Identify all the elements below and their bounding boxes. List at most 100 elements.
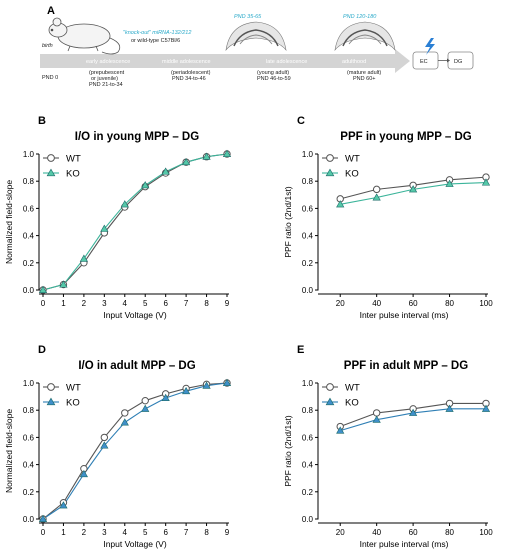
panel-b-xtick-label: 6 [163,299,168,308]
panel-d-xtick-label: 5 [143,528,148,537]
panel-e-series-ko-point [336,426,345,434]
panel-e-y-axis-label: PPF ratio (2nd/1st) [283,415,293,487]
stage-early-desc1: (prepubescent [89,70,125,76]
panel-d-series-ko-point [38,514,48,523]
panel-c-xtick-label: 60 [409,299,418,308]
panel-d-letter: D [38,344,46,356]
panel-e-legend-ko-marker [325,397,335,406]
hippocampus-slice-young-icon [225,21,287,52]
panel-b-letter: B [38,115,46,127]
timeline-arrow [40,49,410,73]
panel-a: A birth PND 0 "knock-out" miRNA-132/212 … [40,5,474,88]
stage-adult-desc1: (mature adult) [347,70,381,76]
panel-d-title: I/O in adult MPP – DG [78,360,195,372]
panel-b-series-ko-point [161,167,170,175]
panel-c-ytick-label: 0.6 [302,204,314,213]
panel-c-y-axis-label: PPF ratio (2nd/1st) [283,186,293,258]
panel-c-xtick-label: 100 [479,299,493,308]
panel-e-ytick-label: 1.0 [302,379,314,388]
panel-c-legend-ko-label: KO [345,169,359,180]
panel-b-series-ko-line [42,153,228,291]
panel-c-series-ko-point [408,185,418,193]
panel-e-letter: E [297,344,304,356]
panel-c-chart: C PPF in young MPP – DG 0.0 0.2 0.4 0.6 0.8 1.0… [283,115,493,320]
panel-d-y-axis-label: Normalized field-slope [4,409,14,493]
panel-b-chart: B I/O in young MPP – DG 0.0 0.2 0.4 0.6 0.8 1.0… [4,115,232,320]
panel-b-xtick-label: 0 [41,299,46,308]
stage-middle-range: PND 34-to-46 [172,76,206,82]
panel-d-xtick-label: 0 [41,528,46,537]
stage-late-desc1: (young adult) [257,70,289,76]
panel-d-ytick-label: 1.0 [23,379,35,388]
panel-d-x-axis-label: Input Voltage (V) [103,539,166,549]
panel-d-series-ko-line [42,382,228,520]
panel-d-ytick-label: 0.6 [23,433,35,442]
panel-e-series-ko-point [481,404,491,412]
panel-d-series-ko-point [79,469,89,478]
dg-label: DG [454,59,462,65]
panel-b-ytick-label: 1.0 [23,150,35,159]
panel-b-xtick-label: 4 [123,299,128,308]
ko-line1-label: "knock-out" miRNA-132/212 [123,30,191,36]
stage-adult-label: adulthood [342,59,366,65]
stage-early-desc2: or juvenile) [91,76,118,82]
panel-d-xtick-label: 4 [123,528,128,537]
panel-b-xtick-label: 9 [225,299,230,308]
panel-e-ytick-label: 0.6 [302,433,314,442]
panel-d-series-ko-point [100,441,109,449]
panel-b-ytick-label: 0.2 [23,259,35,268]
panel-e-xtick-label: 40 [372,528,381,537]
panel-b-ytick-label: 0.0 [23,286,35,295]
panel-b-series-ko-point [141,181,150,189]
panel-d-series-ko-point [59,501,68,509]
panel-c-series-ko-point [445,179,454,187]
lightning-bolt-icon [425,38,435,55]
panel-c-xtick-label: 40 [372,299,381,308]
panel-d-series-ko-point [181,386,191,395]
panel-letter-a: A [47,5,55,17]
panel-b-ytick-label: 0.8 [23,177,35,186]
panel-e-x-axis-label: Inter pulse interval (ms) [360,539,449,549]
panel-c-letter: C [297,115,305,127]
pnd-adult-label: PND 120-180 [343,14,377,20]
panel-b-series-ko-point [59,280,68,288]
panel-c-legend-ko-marker [325,168,335,177]
panel-b-legend-ko-label: KO [66,169,80,180]
panel-e-ytick-label: 0.2 [302,488,314,497]
panel-d-xtick-label: 3 [102,528,107,537]
panel-b-xtick-label: 7 [184,299,189,308]
stage-early-range: PND 21-to-34 [89,82,123,88]
panel-d-xtick-label: 2 [82,528,87,537]
panel-c-ytick-label: 0.8 [302,177,314,186]
panel-e-series-ko-point [408,408,418,416]
panel-b-ytick-label: 0.4 [23,232,35,241]
stage-middle-label: middle adolescence [162,59,211,65]
panel-e-ytick-label: 0.8 [302,406,314,415]
panel-e-series-ko-point [372,415,381,423]
panel-b-title: I/O in young MPP – DG [75,131,199,143]
panel-d-chart: D I/O in adult MPP – DG 0.0 0.2 0.4 0.6 0.8 1.0… [4,344,232,549]
panel-b-x-axis-label: Input Voltage (V) [103,310,166,320]
panel-b-xtick-label: 1 [61,299,66,308]
panel-b-xtick-label: 8 [204,299,209,308]
panel-c-series-ko-point [372,193,381,201]
panel-b-series-ko-point [79,254,89,262]
panel-c-legend-wt-label: WT [345,154,360,165]
panel-d-legend-wt-marker [47,383,55,391]
panel-b-series-ko-point [120,200,129,208]
panel-e-series-ko-point [445,404,454,412]
panel-d-xtick-label: 7 [184,528,189,537]
panel-b-series-ko-point [222,149,232,157]
panel-d-ytick-label: 0.8 [23,406,35,415]
panel-b-ytick-label: 0.6 [23,204,35,213]
panel-b-xtick-label: 2 [82,299,87,308]
hippocampus-slice-adult-icon [334,21,396,52]
panel-d-series-ko-point [202,381,211,389]
panel-c-ytick-label: 1.0 [302,150,314,159]
panel-d-series-ko-point [161,393,170,401]
panel-d-ytick-label: 0.2 [23,488,35,497]
panel-b-series-ko-point [181,157,191,166]
panel-d-xtick-label: 6 [163,528,168,537]
ko-line2-label: or wild-type C57Bl/6 [131,38,180,44]
